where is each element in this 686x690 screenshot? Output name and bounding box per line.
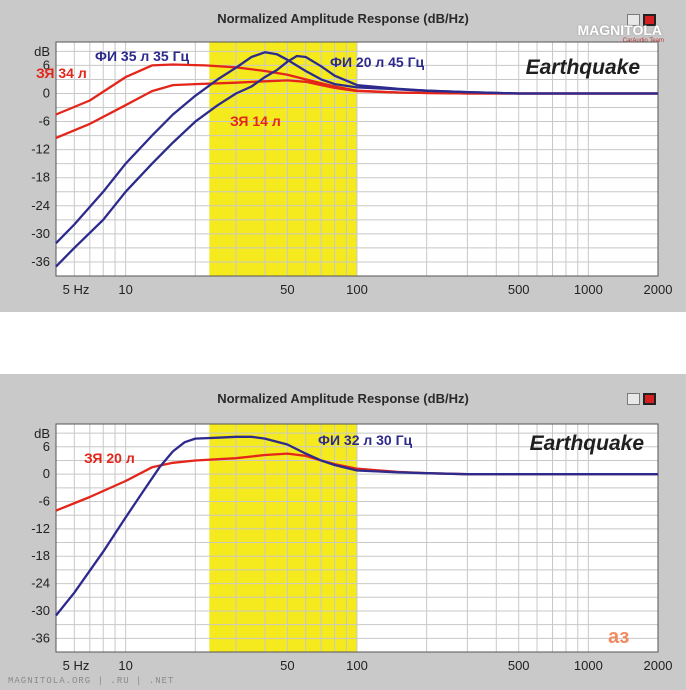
- y-tick-label: -6: [38, 494, 50, 509]
- series-label: ФИ 32 л 30 Гц: [318, 432, 413, 448]
- y-tick-label: -12: [31, 142, 50, 157]
- y-tick-label: 0: [43, 85, 50, 100]
- x-tick-label: 50: [280, 282, 294, 297]
- y-axis-label: dB: [34, 44, 50, 59]
- close-checkbox-icon[interactable]: [643, 13, 656, 26]
- x-tick-label: 5 Hz: [63, 282, 90, 297]
- y-axis-label: dB: [34, 426, 50, 441]
- y-tick-label: -30: [31, 603, 50, 618]
- x-tick-label: 2000: [644, 658, 673, 673]
- x-tick-label: 100: [346, 282, 368, 297]
- series-line: [55, 79, 658, 139]
- x-tick-label: 10: [118, 282, 132, 297]
- y-tick-label: -36: [31, 254, 50, 269]
- y-tick-label: 6: [43, 57, 50, 72]
- x-tick-label: 500: [508, 282, 530, 297]
- y-tick-label: 6: [43, 439, 50, 454]
- watermark-site: MAGNITOLA.ORG | .RU | .NET: [8, 676, 175, 686]
- series-label: ЗЯ 14 л: [230, 113, 281, 129]
- window-controls: [624, 11, 656, 29]
- close-checkbox-icon[interactable]: [643, 392, 656, 405]
- copy-icon[interactable]: [627, 13, 640, 26]
- y-tick-label: -24: [31, 198, 50, 213]
- watermark-magnitola: MAGNITOLA: [577, 22, 662, 38]
- series-label: ЗЯ 20 л: [84, 450, 135, 466]
- y-tick-label: -6: [38, 114, 50, 129]
- x-tick-label: 2000: [644, 282, 673, 297]
- chart-bottom: 6 0 -6 -12 -18 -24 -30 -36 dB 5 Hz 10 50 100 500 1000 2…: [31, 423, 673, 673]
- x-tick-label: 1000: [574, 282, 603, 297]
- x-tick-label: 1000: [574, 658, 603, 673]
- y-tick-label: -30: [31, 226, 50, 241]
- x-tick-label: 50: [280, 658, 294, 673]
- highlight-band: [209, 424, 357, 652]
- brand-label: Earthquake: [526, 56, 641, 79]
- window-controls: [624, 390, 656, 408]
- series-line: [55, 54, 658, 268]
- chart-title: Normalized Amplitude Response (dB/Hz): [217, 11, 469, 26]
- y-tick-label: -18: [31, 170, 50, 185]
- x-tick-label: 5 Hz: [63, 658, 90, 673]
- chart-title: Normalized Amplitude Response (dB/Hz): [217, 391, 469, 406]
- plot-border: [55, 423, 659, 653]
- series-label: ФИ 20 л 45 Гц: [330, 54, 425, 70]
- x-tick-label: 500: [508, 658, 530, 673]
- y-tick-label: -12: [31, 521, 50, 536]
- series-label: ФИ 35 л 35 Гц: [95, 48, 190, 64]
- watermark-team: CarAudio Team: [622, 38, 664, 44]
- publisher-logo: аз: [608, 626, 630, 648]
- brand-label: Earthquake: [530, 432, 645, 455]
- y-tick-label: -18: [31, 548, 50, 563]
- series-label: ЗЯ 34 л: [36, 65, 87, 81]
- y-tick-label: 0: [43, 466, 50, 481]
- copy-icon[interactable]: [627, 392, 640, 405]
- series-line: [55, 435, 658, 617]
- y-tick-label: -24: [31, 576, 50, 591]
- x-tick-label: 100: [346, 658, 368, 673]
- x-tick-label: 10: [118, 658, 132, 673]
- y-tick-label: -36: [31, 630, 50, 645]
- chart-top: 6 0 -6 -12 -18 -24 -30 -36 dB 5 Hz 10 50 100 500 1000 2…: [31, 41, 673, 297]
- plot-border: [55, 41, 659, 277]
